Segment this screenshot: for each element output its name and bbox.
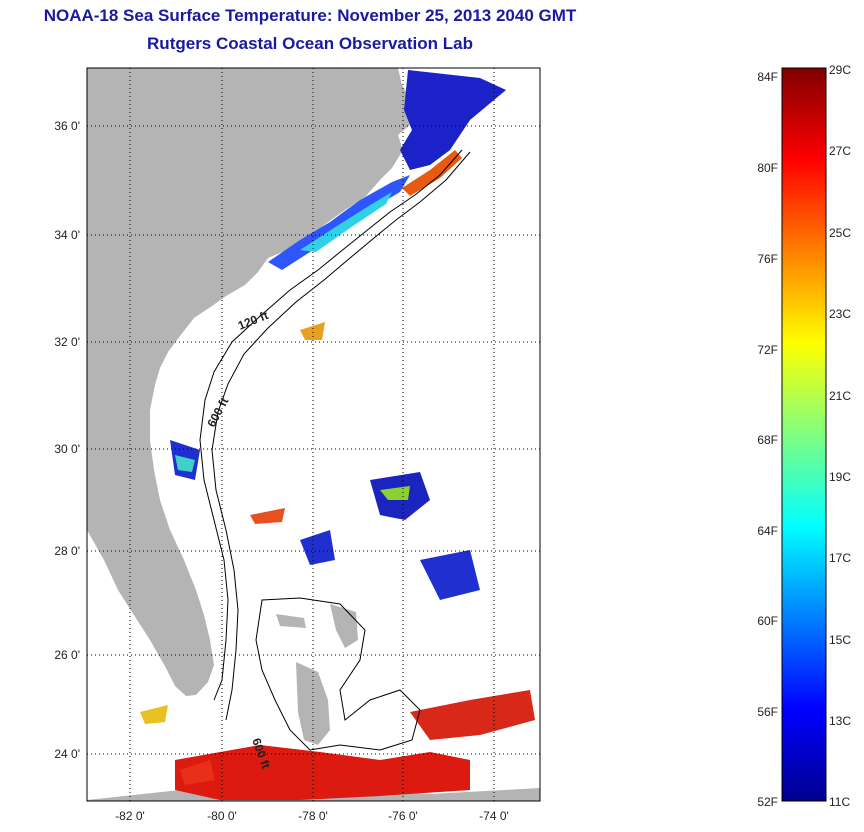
- lat-tick-label: 34 0': [54, 228, 80, 242]
- colorbar-c-label: 27C: [829, 144, 851, 158]
- colorbar-f-label: 52F: [757, 795, 778, 809]
- sst-cyan-band: [300, 192, 392, 252]
- bahamas-grand: [276, 614, 306, 628]
- sst-warm-south: [175, 745, 470, 800]
- colorbar: 84F 80F 76F 72F 68F 64F 60F 56F 52F 29C …: [757, 63, 851, 809]
- isobath-120ft: [199, 149, 463, 701]
- lon-tick-label: -82 0': [115, 809, 145, 823]
- colorbar-f-label: 80F: [757, 161, 778, 175]
- sst-scattered-1: [300, 530, 335, 565]
- sst-warm-hatteras: [402, 150, 462, 196]
- sst-warm-offshore: [300, 322, 325, 340]
- colorbar-c-label: 17C: [829, 551, 851, 565]
- colorbar-c-label: 13C: [829, 714, 851, 728]
- sst-cold-nc: [400, 70, 506, 170]
- us-mainland: [87, 68, 410, 696]
- lat-tick-label: 24 0': [54, 747, 80, 761]
- sst-cold-sc: [268, 175, 410, 270]
- colorbar-c-label: 19C: [829, 470, 851, 484]
- colorbar-f-label: 76F: [757, 252, 778, 266]
- map-subtitle: Rutgers Coastal Ocean Observation Lab: [147, 34, 473, 53]
- lat-tick-label: 36 0': [54, 119, 80, 133]
- colorbar-f-label: 56F: [757, 705, 778, 719]
- sst-warm-yucatan: [180, 760, 215, 785]
- lon-tick-label: -74 0': [479, 809, 509, 823]
- colorbar-c-label: 29C: [829, 63, 851, 77]
- lat-tick-label: 32 0': [54, 335, 80, 349]
- colorbar-c-label: 23C: [829, 307, 851, 321]
- colorbar-f-label: 72F: [757, 343, 778, 357]
- colorbar-f-label: 60F: [757, 614, 778, 628]
- sst-warm-patch: [250, 508, 285, 524]
- sst-keys: [140, 705, 168, 724]
- lon-tick-label: -80 0': [207, 809, 237, 823]
- map-title: NOAA-18 Sea Surface Temperature: Novembe…: [43, 6, 577, 25]
- colorbar-f-label: 84F: [757, 70, 778, 84]
- lat-tick-label: 30 0': [54, 442, 80, 456]
- lon-tick-label: -78 0': [298, 809, 328, 823]
- colorbar-c-label: 11C: [829, 795, 850, 809]
- sst-scattered-2: [420, 550, 480, 600]
- isobath-600ft: [211, 151, 471, 721]
- lon-tick-label: -76 0': [388, 809, 418, 823]
- sst-warm-se: [410, 690, 535, 740]
- colorbar-f-label: 68F: [757, 433, 778, 447]
- colorbar-f-label: 64F: [757, 524, 778, 538]
- lat-tick-label: 28 0': [54, 544, 80, 558]
- colorbar-c-label: 25C: [829, 226, 851, 240]
- colorbar-gradient: [781, 67, 827, 802]
- sst-cyan-fl: [175, 455, 195, 472]
- colorbar-c-label: 21C: [829, 389, 851, 403]
- isobath-bahamas: [255, 597, 421, 751]
- colorbar-c-label: 15C: [829, 633, 851, 647]
- bahamas-andros: [296, 662, 330, 745]
- lat-tick-label: 26 0': [54, 648, 80, 662]
